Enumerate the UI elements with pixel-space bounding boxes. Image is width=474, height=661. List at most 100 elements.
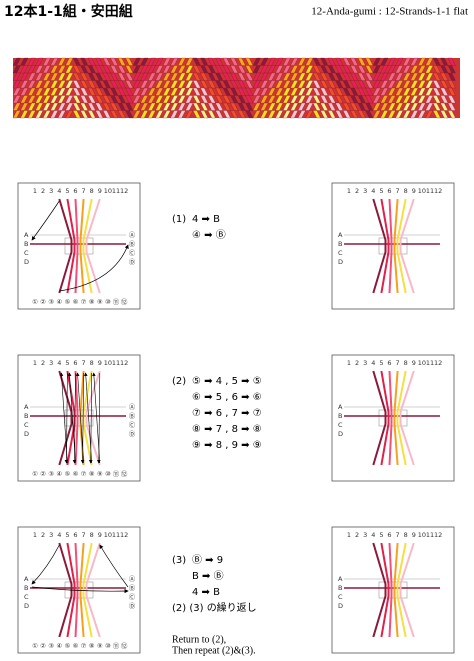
braid-cell: [27, 57, 36, 66]
step-note: (2) (3) の繰り返し: [172, 601, 257, 614]
braid-cell: [410, 110, 419, 119]
braid-cell: [12, 72, 21, 81]
center-box: [378, 581, 408, 599]
top-label: 12: [434, 531, 442, 539]
braid-cell: [230, 110, 239, 119]
braid-cell: [35, 72, 44, 81]
braid-cell: [35, 80, 44, 89]
braid-cell: [162, 57, 171, 66]
braid-cell: [155, 102, 164, 111]
left-label: A: [338, 575, 343, 583]
bottom-label: ⑥: [73, 298, 79, 306]
braid-cell: [147, 110, 156, 119]
braid-cell: [290, 72, 299, 81]
braid-cell: [50, 72, 59, 81]
braid-cell: [42, 110, 51, 119]
top-label: 11: [112, 187, 120, 195]
braid-cell: [402, 110, 411, 119]
top-label: 11: [426, 531, 434, 539]
braid-cell: [417, 57, 426, 66]
top-label: 1: [347, 187, 351, 195]
braid-cell: [275, 65, 284, 74]
top-label: 10: [104, 187, 112, 195]
bottom-label: ⑧: [89, 642, 95, 650]
braid-cell: [87, 110, 96, 119]
braid-cell: [35, 65, 44, 74]
braid-cell: [402, 80, 411, 89]
bottom-label: ⑧: [89, 298, 95, 306]
braid-cell: [380, 102, 389, 111]
right-label: Ⓓ: [129, 602, 136, 610]
strand: [58, 198, 73, 294]
braid-cell: [155, 110, 164, 119]
braid-cell: [327, 110, 336, 119]
top-label: 7: [82, 359, 86, 367]
board-frame: [331, 354, 455, 482]
braid-cell: [267, 72, 276, 81]
braid-cell: [20, 110, 29, 119]
top-label: 8: [90, 531, 94, 539]
braid-cell: [140, 72, 149, 81]
braid-cell: [27, 87, 36, 96]
braid-cell: [42, 87, 51, 96]
step-label: (2): [172, 376, 186, 387]
braid-cell: [447, 102, 456, 111]
board-frame: [17, 354, 141, 482]
step-line: ⑨ ➡ 8 , 9 ➡ ⑨: [192, 440, 262, 451]
braid-image: [12, 57, 460, 119]
braid-cell: [297, 65, 306, 74]
top-label: 11: [426, 187, 434, 195]
top-label: 10: [418, 531, 426, 539]
braid-cell: [57, 87, 66, 96]
braid-cell: [417, 72, 426, 81]
bottom-label: ⑩: [105, 298, 111, 306]
step-line: ④ ➡ Ⓑ: [192, 229, 226, 241]
top-label: 1: [347, 359, 351, 367]
braid-cell: [237, 110, 246, 119]
braid-cell: [177, 110, 186, 119]
left-label: B: [24, 412, 28, 420]
braid-cell: [290, 80, 299, 89]
braid-cell: [282, 72, 291, 81]
bottom-label: ⑩: [105, 642, 111, 650]
strand: [74, 542, 79, 638]
bottom-label: ④: [56, 298, 62, 306]
strand: [399, 198, 415, 294]
braid-cell: [170, 72, 179, 81]
braid-cell: [410, 57, 419, 66]
top-label: 10: [418, 187, 426, 195]
top-label: 3: [363, 359, 367, 367]
strand: [79, 198, 85, 294]
strand: [393, 198, 399, 294]
bottom-label: ⑫: [121, 470, 128, 478]
top-label: 3: [49, 359, 53, 367]
braid-cell: [275, 95, 284, 104]
braid-cell: [147, 102, 156, 111]
strand: [393, 542, 399, 638]
strand: [388, 542, 393, 638]
braid-cell: [50, 87, 59, 96]
braid-cell: [387, 57, 396, 66]
top-label: 7: [396, 531, 400, 539]
braid-cell: [357, 110, 366, 119]
strand: [396, 542, 407, 638]
braid-cell: [447, 57, 456, 66]
left-label: B: [338, 584, 342, 592]
left-label: B: [338, 412, 342, 420]
braid-cell: [387, 87, 396, 96]
braid-cell: [312, 110, 321, 119]
braid-cell: [42, 102, 51, 111]
right-label: Ⓑ: [129, 412, 136, 420]
braid-cell: [372, 102, 381, 111]
top-label: 12: [120, 187, 128, 195]
top-label: 8: [404, 359, 408, 367]
strand: [380, 542, 390, 638]
left-label: A: [24, 403, 29, 411]
bottom-label: ⑨: [97, 642, 103, 650]
braid-cell: [260, 57, 269, 66]
top-label: 4: [57, 531, 61, 539]
braid-cell: [380, 87, 389, 96]
braid-cell: [207, 110, 216, 119]
top-label: 6: [387, 187, 391, 195]
